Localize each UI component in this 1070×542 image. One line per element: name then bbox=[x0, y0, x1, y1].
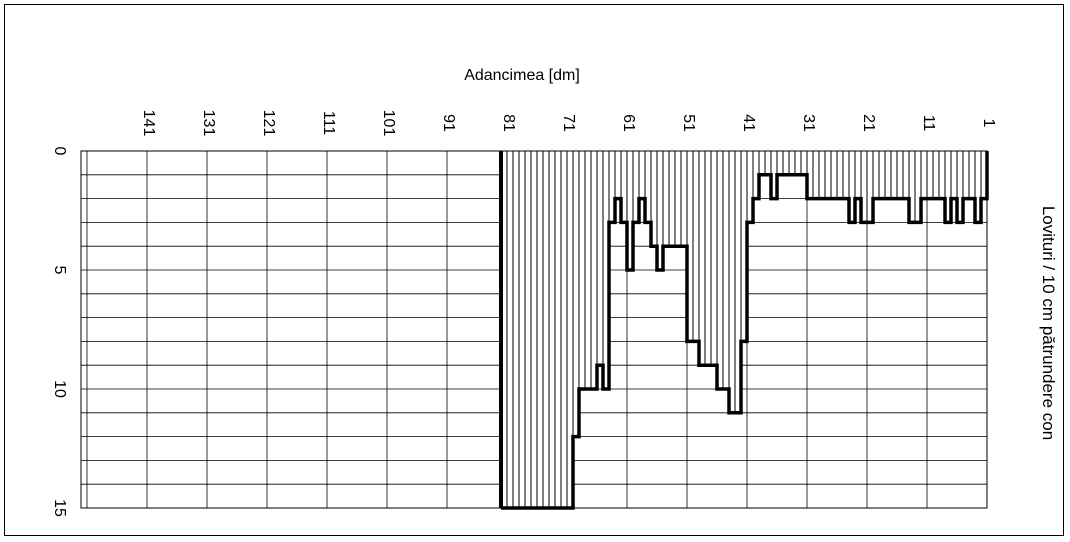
bar bbox=[698, 150, 706, 366]
bar bbox=[824, 150, 832, 200]
plot-border bbox=[80, 150, 988, 509]
bar bbox=[506, 150, 514, 509]
y-tick-label: 10 bbox=[51, 380, 68, 398]
x-tick-label: 31 bbox=[800, 114, 817, 132]
bar bbox=[836, 150, 844, 200]
bar bbox=[794, 150, 802, 176]
bar bbox=[812, 150, 820, 200]
bar bbox=[950, 150, 958, 200]
bar bbox=[830, 150, 838, 200]
chart-frame: 141 131 121 111 101 91 81 71 61 51 41 31 21 11 1 0 5 10 1… bbox=[4, 4, 1064, 536]
bar bbox=[614, 150, 622, 200]
x-tick-label: 121 bbox=[260, 110, 277, 137]
x-tick-label: 101 bbox=[380, 110, 397, 137]
bar bbox=[674, 150, 682, 247]
x-tick-label: 111 bbox=[320, 111, 337, 135]
bar bbox=[530, 150, 538, 509]
bar bbox=[872, 150, 880, 200]
bar bbox=[590, 150, 598, 390]
bar bbox=[704, 150, 712, 366]
bar bbox=[932, 150, 940, 200]
bar bbox=[716, 150, 724, 390]
x-tick-label: 71 bbox=[560, 114, 577, 132]
bar bbox=[596, 150, 604, 366]
bar bbox=[884, 150, 892, 200]
bar bbox=[776, 150, 784, 176]
bar bbox=[548, 150, 556, 509]
bar bbox=[764, 150, 772, 176]
bar bbox=[554, 150, 562, 509]
bar bbox=[758, 150, 766, 176]
y-tick-labels: 0 5 10 15 bbox=[51, 147, 68, 517]
bar bbox=[842, 150, 850, 200]
bar bbox=[536, 150, 544, 509]
bar bbox=[890, 150, 898, 200]
depth-blow-chart: 141 131 121 111 101 91 81 71 61 51 41 31 21 11 1 05101… bbox=[51, 67, 1058, 517]
x-tick-label: 141 bbox=[140, 110, 157, 137]
x-tick-label: 51 bbox=[680, 114, 697, 132]
bar bbox=[968, 150, 976, 200]
bar bbox=[938, 150, 946, 200]
bar bbox=[518, 150, 526, 509]
bar bbox=[662, 150, 670, 247]
bar bbox=[710, 150, 718, 366]
bar bbox=[902, 150, 910, 200]
bar bbox=[728, 150, 736, 414]
bar bbox=[962, 150, 970, 200]
x-tick-label: 21 bbox=[860, 114, 877, 132]
bar bbox=[692, 150, 700, 342]
x-tick-label: 91 bbox=[440, 114, 457, 132]
bar bbox=[896, 150, 904, 200]
bar bbox=[926, 150, 934, 200]
x-tick-labels: 141 131 121 111 101 91 81 71 61 51 41 31 21 11 1 bbox=[140, 110, 997, 137]
x-tick-label: 41 bbox=[740, 114, 757, 132]
x-tick-label: 1 bbox=[980, 119, 997, 128]
bar bbox=[524, 150, 532, 509]
x-tick-label: 131 bbox=[200, 110, 217, 137]
bar bbox=[542, 150, 550, 509]
y-tick-label: 15 bbox=[51, 499, 68, 517]
bar bbox=[668, 150, 676, 247]
bar bbox=[788, 150, 796, 176]
bar bbox=[578, 150, 586, 390]
bar bbox=[854, 150, 862, 200]
bar bbox=[584, 150, 592, 390]
value-outline bbox=[501, 151, 989, 510]
bars bbox=[500, 150, 988, 509]
bar bbox=[818, 150, 826, 200]
x-axis-title: Adancimea [dm] bbox=[464, 67, 580, 84]
bar bbox=[920, 150, 928, 200]
x-tick-label: 11 bbox=[920, 115, 937, 132]
bar bbox=[680, 150, 688, 247]
bar bbox=[512, 150, 520, 509]
y-tick-label: 5 bbox=[51, 266, 68, 275]
x-tick-label: 81 bbox=[500, 114, 517, 132]
bar bbox=[782, 150, 790, 176]
y-tick-label: 0 bbox=[51, 147, 68, 156]
bar bbox=[638, 150, 646, 200]
x-tick-label: 61 bbox=[620, 114, 637, 132]
y-axis-title: Lovituri / 10 cm pătrundere con bbox=[1039, 206, 1058, 440]
outline bbox=[499, 151, 989, 510]
bar bbox=[800, 150, 808, 176]
bar bbox=[722, 150, 730, 390]
bar bbox=[560, 150, 568, 509]
bar bbox=[878, 150, 886, 200]
